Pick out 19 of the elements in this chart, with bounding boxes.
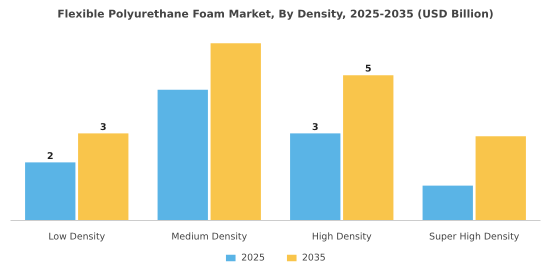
x-tick-label: High Density xyxy=(312,232,372,242)
bar xyxy=(78,133,128,220)
data-label: 3 xyxy=(312,122,319,133)
bar xyxy=(25,162,76,220)
bar xyxy=(290,133,340,220)
x-tick-label: Super High Density xyxy=(429,232,520,242)
x-tick-label: Medium Density xyxy=(171,232,248,242)
bar xyxy=(422,186,473,220)
legend-label: 2025 xyxy=(241,252,265,263)
bar xyxy=(158,90,208,220)
data-label: 5 xyxy=(365,64,372,75)
x-tick-label: Low Density xyxy=(48,232,106,242)
legend-label: 2035 xyxy=(302,252,326,263)
bar xyxy=(210,43,261,220)
data-label: 3 xyxy=(100,122,107,133)
chart-title: Flexible Polyurethane Foam Market, By Density, 2025-2035 (USD Billion) xyxy=(57,8,494,20)
bar xyxy=(343,75,394,220)
bar xyxy=(476,136,526,220)
data-label: 2 xyxy=(47,150,54,162)
